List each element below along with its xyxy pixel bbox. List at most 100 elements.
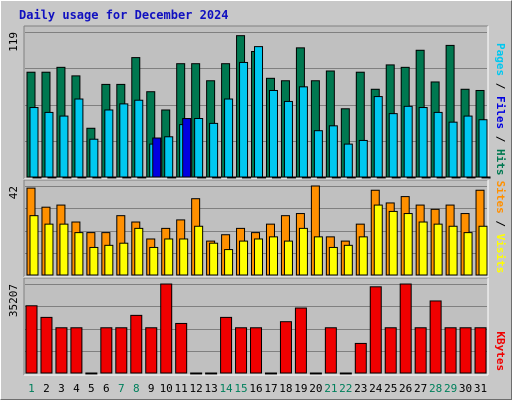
bar-kbytes-day-3 xyxy=(55,327,68,374)
bar-sites-day-30 xyxy=(463,232,473,276)
day-label-14: 14 xyxy=(219,382,233,395)
bar-files-day-13 xyxy=(209,122,219,178)
bar-sites-day-6 xyxy=(104,244,114,276)
day-label-1: 1 xyxy=(28,382,35,395)
day-label-8: 8 xyxy=(133,382,140,395)
bar-files-day-17 xyxy=(268,89,278,178)
bar-kbytes-day-20 xyxy=(309,372,322,375)
side-label-top-part-1: / xyxy=(494,76,507,96)
bar-sites-day-11 xyxy=(179,238,189,276)
axis-max-label-middle: 42 xyxy=(7,186,20,199)
bar-sites-day-8 xyxy=(134,227,144,276)
bar-pages-day-25 xyxy=(391,176,401,179)
bar-sites-day-17 xyxy=(268,236,278,276)
side-label-middle-part-0: Sites xyxy=(494,181,507,214)
bar-kbytes-day-27 xyxy=(414,327,427,374)
day-label-22: 22 xyxy=(339,382,352,395)
bar-files-day-31 xyxy=(478,119,488,178)
bar-files-day-25 xyxy=(388,113,398,178)
bar-files-day-21 xyxy=(328,125,338,178)
bar-sites-day-24 xyxy=(373,204,383,276)
bar-files-day-18 xyxy=(283,100,293,178)
axis-max-label-bottom: 35207 xyxy=(7,284,20,317)
bar-kbytes-day-13 xyxy=(205,372,218,375)
bar-sites-day-7 xyxy=(119,242,129,276)
bar-kbytes-day-14 xyxy=(220,316,233,374)
bar-kbytes-day-19 xyxy=(294,307,307,374)
bar-sites-day-27 xyxy=(418,221,428,276)
bar-pages-day-7 xyxy=(122,176,132,179)
side-label-middle-part-1: / xyxy=(494,214,507,234)
bar-kbytes-day-24 xyxy=(369,286,382,374)
day-label-17: 17 xyxy=(264,382,277,395)
bar-kbytes-day-31 xyxy=(474,327,487,374)
bar-sites-day-10 xyxy=(164,238,174,276)
bar-kbytes-day-6 xyxy=(100,327,113,374)
bar-files-day-27 xyxy=(418,107,428,178)
bar-pages-day-13 xyxy=(212,176,222,179)
bar-files-day-12 xyxy=(194,118,204,178)
bar-pages-day-20 xyxy=(316,176,326,179)
bar-pages-day-31 xyxy=(481,176,491,179)
bar-kbytes-day-18 xyxy=(279,321,292,374)
bar-kbytes-day-4 xyxy=(70,327,83,374)
day-label-15: 15 xyxy=(234,382,247,395)
bar-files-day-16 xyxy=(254,46,264,178)
bar-sites-day-15 xyxy=(239,240,249,276)
day-label-12: 12 xyxy=(190,382,203,395)
side-label-top-part-4: Hits xyxy=(494,149,507,176)
bar-pages-day-15 xyxy=(242,176,252,179)
bar-kbytes-day-23 xyxy=(354,342,367,374)
bar-sites-day-21 xyxy=(328,246,338,276)
bar-pages-day-28 xyxy=(436,176,446,179)
bar-pages-day-23 xyxy=(361,176,371,179)
bar-files-day-1 xyxy=(29,107,39,178)
bar-pages-day-18 xyxy=(286,176,296,179)
side-label-bottom: KBytes xyxy=(494,331,507,371)
side-label-middle-part-2: Visits xyxy=(494,234,507,274)
bar-sites-day-2 xyxy=(44,223,54,276)
bar-sites-day-23 xyxy=(358,236,368,276)
side-label-bottom-part-0: KBytes xyxy=(494,331,507,371)
bar-files-day-19 xyxy=(298,86,308,178)
bar-kbytes-day-25 xyxy=(384,327,397,374)
bar-pages-day-21 xyxy=(331,176,341,179)
bar-files-day-24 xyxy=(373,96,383,178)
day-label-23: 23 xyxy=(354,382,367,395)
bar-kbytes-day-21 xyxy=(324,327,337,374)
bar-sites-day-3 xyxy=(59,223,69,276)
bar-kbytes-day-28 xyxy=(429,300,442,374)
bar-files-day-8 xyxy=(134,99,144,178)
bar-sites-day-22 xyxy=(343,244,353,276)
side-label-top-part-0: Pages xyxy=(494,43,507,76)
bar-sites-day-29 xyxy=(448,225,458,276)
bar-pages-day-3 xyxy=(62,176,72,179)
day-label-3: 3 xyxy=(58,382,65,395)
bar-pages-day-9 xyxy=(152,137,162,178)
bar-pages-day-8 xyxy=(137,176,147,179)
bar-pages-day-4 xyxy=(77,176,87,179)
day-label-25: 25 xyxy=(384,382,397,395)
bar-pages-day-24 xyxy=(376,176,386,179)
bar-files-day-2 xyxy=(44,111,54,178)
bar-files-day-23 xyxy=(358,139,368,178)
bar-files-day-7 xyxy=(119,103,129,178)
bar-sites-day-4 xyxy=(74,232,84,276)
bar-pages-day-27 xyxy=(421,176,431,179)
bar-kbytes-day-8 xyxy=(130,314,143,374)
side-label-top: Pages / Files / Hits xyxy=(494,43,507,176)
day-label-11: 11 xyxy=(175,382,188,395)
side-label-top-part-3: / xyxy=(494,129,507,149)
bar-pages-day-2 xyxy=(47,176,57,179)
bar-files-day-10 xyxy=(164,136,174,178)
bar-sites-day-18 xyxy=(283,240,293,276)
bar-sites-day-14 xyxy=(224,249,234,276)
bar-kbytes-day-29 xyxy=(444,327,457,374)
bar-files-day-3 xyxy=(59,115,69,178)
bar-kbytes-day-15 xyxy=(235,327,248,374)
bar-sites-day-19 xyxy=(298,227,308,276)
bar-pages-day-16 xyxy=(257,176,267,179)
bar-kbytes-day-11 xyxy=(175,322,188,374)
bar-files-day-22 xyxy=(343,143,353,178)
